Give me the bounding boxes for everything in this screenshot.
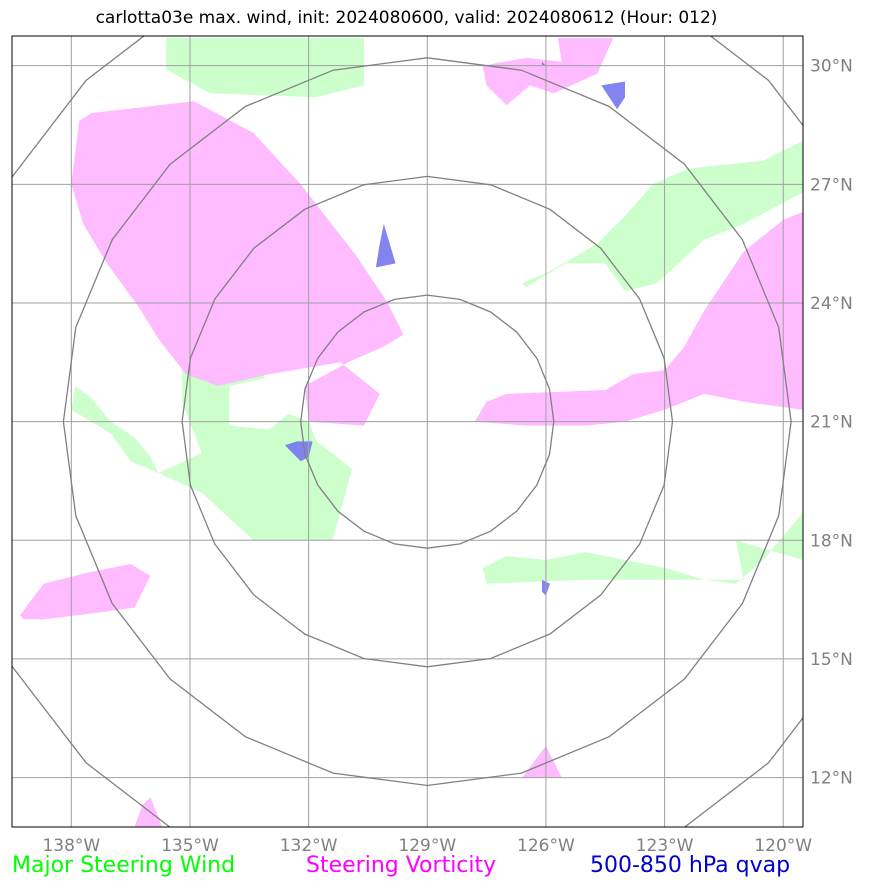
- lat-tick-label: 18°N: [810, 531, 853, 551]
- layer-1-region-4: [522, 745, 562, 778]
- lat-tick-label: 30°N: [810, 57, 853, 77]
- legend-qvap: 500-850 hPa qvap: [590, 853, 791, 878]
- lon-tick-label: 129°W: [398, 836, 456, 856]
- lon-tick-label: 120°W: [754, 836, 812, 856]
- lat-tick-label: 21°N: [810, 413, 853, 433]
- chart-title: carlotta03e max. wind, init: 2024080600,…: [95, 8, 718, 28]
- layer-2-region-0: [542, 61, 546, 66]
- lat-tick-label: 15°N: [810, 650, 853, 670]
- plot-frame: [11, 35, 804, 828]
- layer-0-region-3: [482, 469, 803, 584]
- lat-tick-label: 12°N: [810, 769, 853, 789]
- layer-2-region-1: [601, 81, 625, 110]
- range-ring: [62, 57, 792, 787]
- lon-tick-label: 123°W: [636, 836, 694, 856]
- layer-major-steering-wind: [71, 38, 803, 584]
- legend-major-steering-wind: Major Steering Wind: [12, 853, 236, 878]
- layer-1-region-1: [71, 101, 404, 426]
- layer-0-region-1: [522, 140, 803, 292]
- map-layers: [19, 38, 803, 827]
- lon-tick-label: 138°W: [42, 836, 100, 856]
- lon-tick-label: 132°W: [280, 836, 338, 856]
- layer-0-region-0: [166, 38, 364, 98]
- layer-1-region-0: [482, 38, 614, 106]
- lon-tick-label: 126°W: [517, 836, 575, 856]
- lat-lon-grid: [12, 36, 803, 827]
- lon-tick-label: 135°W: [161, 836, 219, 856]
- lat-tick-label: 27°N: [810, 175, 853, 195]
- tick-labels: 138°W 135°W 132°W 129°W 126°W 123°W 120°W 30°N 2…: [42, 57, 852, 856]
- range-ring: [181, 175, 674, 668]
- layer-0-region-2: [71, 342, 353, 541]
- layer-1-region-2: [474, 212, 803, 426]
- layer-steering-vorticity: [19, 38, 803, 827]
- layer-1-region-3: [19, 564, 151, 620]
- layer-1-region-5: [134, 797, 163, 827]
- layer-2-region-2: [375, 223, 396, 268]
- range-ring: [300, 294, 555, 549]
- legend-steering-vorticity: Steering Vorticity: [306, 853, 497, 878]
- lat-tick-label: 24°N: [810, 294, 853, 314]
